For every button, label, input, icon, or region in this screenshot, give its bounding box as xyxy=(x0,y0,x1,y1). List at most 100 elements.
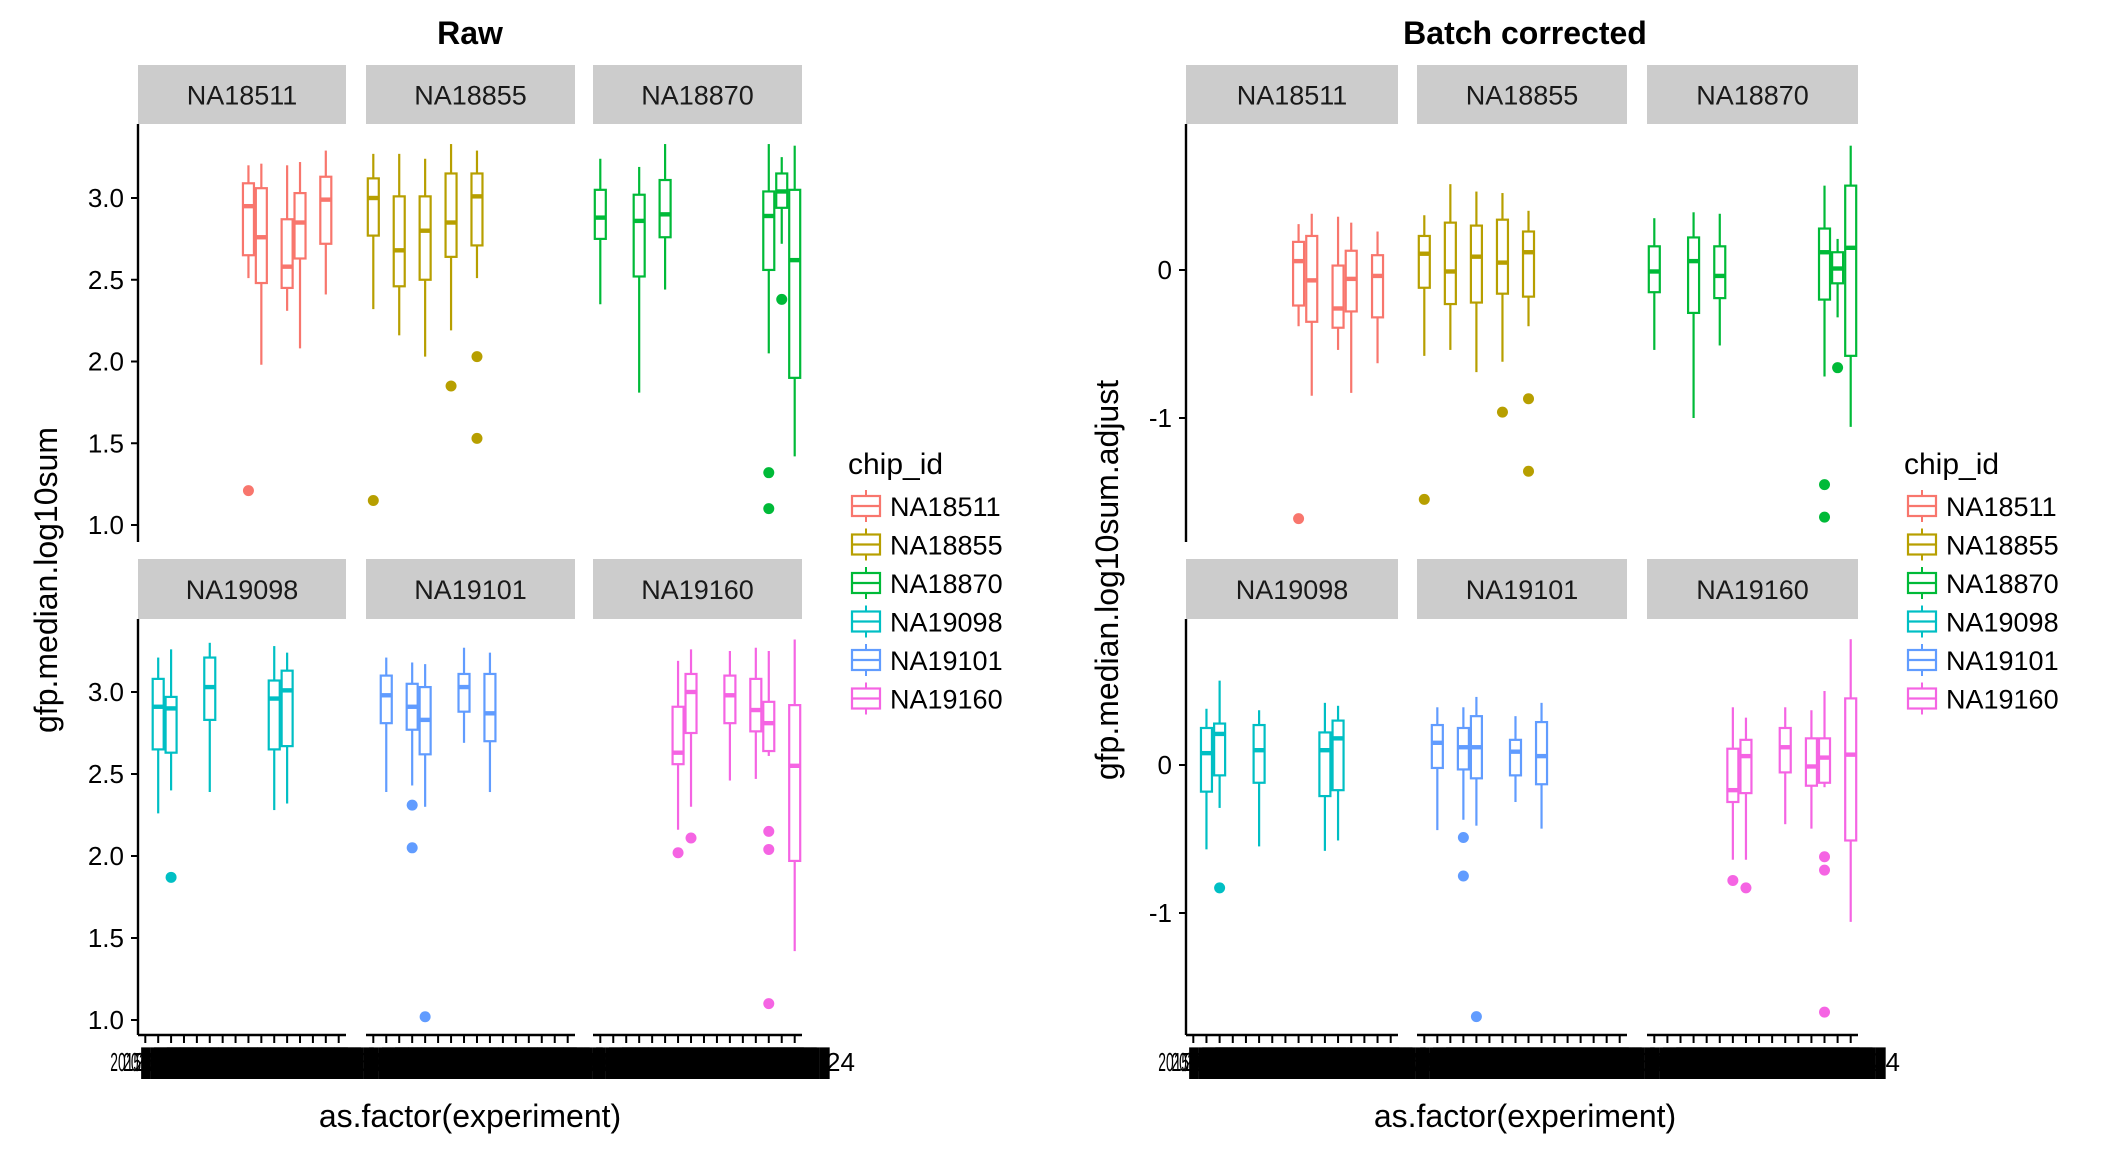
boxplot-NA19101-x7 xyxy=(1508,716,1523,802)
box-iqr xyxy=(164,695,178,754)
y-tick-label: 0 xyxy=(1158,255,1172,285)
y-axis-title-raw: gfp.median.log10sum xyxy=(28,427,64,733)
x-tick-label: 2015████ xyxy=(695,1047,765,1079)
boxplot-NA18870-x13 xyxy=(1817,185,1832,523)
box-iqr xyxy=(151,677,165,751)
x-tick-label: 2015████ xyxy=(708,1047,778,1079)
x-tick-label: 2015████ xyxy=(1619,1047,1689,1079)
facet-NA18855: NA18855 xyxy=(1417,65,1627,505)
x-tick-label: 2015████ xyxy=(239,1047,309,1079)
box-iqr xyxy=(280,218,294,290)
outlier-point xyxy=(763,467,775,479)
x-tick-label: 2015████ xyxy=(721,1047,791,1079)
box-iqr xyxy=(392,195,406,288)
x-tick-label: 2015████ xyxy=(1520,1047,1590,1079)
legend-raw: chip_id NA18511 NA18855 NA18870 NA19098 NA19… xyxy=(848,448,1003,715)
boxplot-NA19098-x1 xyxy=(1199,708,1214,850)
x-tick-label: 2015████ xyxy=(1659,1047,1729,1079)
box-iqr xyxy=(684,672,698,735)
legend-batch-corrected: chip_id NA18511 NA18855 NA18870 NA19098 NA19… xyxy=(1904,448,2059,715)
y-tick-label: 3.0 xyxy=(88,183,124,213)
outlier-point xyxy=(419,1011,431,1023)
x-tick-label: 2015████ xyxy=(669,1047,739,1079)
facet-strip xyxy=(138,65,346,124)
boxplot-NA19160-x10 xyxy=(1778,707,1792,825)
outlier-point xyxy=(1819,511,1831,523)
x-tick-label: 2015████ xyxy=(747,1047,817,1079)
y-tick-label: 2.5 xyxy=(88,265,124,295)
outlier-point xyxy=(763,825,775,837)
x-tick-label: 2015████ xyxy=(1171,1047,1241,1079)
x-tick-label: 2015████ xyxy=(351,1047,421,1079)
box-iqr xyxy=(1252,723,1266,784)
box-iqr xyxy=(418,195,432,281)
plot-title-raw: Raw xyxy=(437,15,503,51)
boxplot-NA18870-x13 xyxy=(762,144,776,515)
chart-0: 1.0 1.5 2.0 2.5 3.0 NA18511 NA18855 NA18870 1.0 1… xyxy=(88,65,830,1079)
x-tick-label: 2015████ xyxy=(1185,1047,1255,1079)
box-iqr xyxy=(788,704,802,863)
boxplot-NA18870-x15 xyxy=(788,145,802,457)
facet-strip-label: NA18870 xyxy=(641,81,754,111)
boxplot-NA19160-x10 xyxy=(723,651,737,781)
x-tick-label: 2015████ xyxy=(213,1047,283,1079)
facet-strip xyxy=(1186,559,1398,619)
boxplot-NA19098-x5 xyxy=(1252,710,1266,847)
x-tick-label: 2015████ xyxy=(1428,1047,1498,1079)
box-iqr xyxy=(319,175,333,245)
outlier-point xyxy=(1293,513,1305,525)
y-tick-label: 2.5 xyxy=(88,759,124,789)
outlier-point xyxy=(763,843,775,855)
legend-label: NA19098 xyxy=(890,608,1003,638)
boxplot-NA19098-x11 xyxy=(280,652,294,804)
x-tick-label: 2015████ xyxy=(278,1047,348,1079)
box-iqr xyxy=(483,672,497,743)
x-tick-label-fragment: 24 xyxy=(1871,1047,1900,1077)
chart-1: -1 0 NA18511 NA18855 NA18870 -1 0 NA19098 2015██… xyxy=(1149,65,1886,1079)
box-iqr xyxy=(632,193,646,278)
box-iqr xyxy=(1521,230,1536,298)
x-tick-label: 2015████ xyxy=(1454,1047,1524,1079)
x-tick-label: 2015████ xyxy=(429,1047,499,1079)
outlier-point xyxy=(763,998,775,1010)
x-tick-label: 2015████ xyxy=(175,1047,245,1079)
box-iqr xyxy=(1817,737,1832,784)
boxplot-NA19098-x2 xyxy=(164,649,178,883)
y-tick-label: 1.0 xyxy=(88,510,124,540)
boxplot-NA19160-x12 xyxy=(749,647,763,779)
x-tick-label: 2015████ xyxy=(1711,1047,1781,1079)
facet-NA18870: NA18870 xyxy=(1647,65,1858,523)
x-tick-label: 2015████ xyxy=(162,1047,232,1079)
facet-strip xyxy=(593,65,802,124)
boxplot-NA19101-x9 xyxy=(1534,702,1549,829)
box-iqr xyxy=(1713,245,1727,300)
legend-item-NA18511: NA18511 xyxy=(1906,490,2057,522)
legend-item-NA18855: NA18855 xyxy=(850,528,1003,561)
y-tick-label: 1.0 xyxy=(88,1005,124,1035)
x-tick-label: 2015████ xyxy=(468,1047,538,1079)
facet-strip xyxy=(1647,559,1858,619)
outlier-point xyxy=(471,351,483,363)
x-tick-label: 2015████ xyxy=(377,1047,447,1079)
y-tick-label: 2.0 xyxy=(88,347,124,377)
facet-strip-label: NA18855 xyxy=(414,81,527,111)
facet-strip-label: NA19101 xyxy=(414,575,527,605)
legend-label: NA19098 xyxy=(1946,608,2059,638)
outlier-point xyxy=(1457,832,1469,844)
outlier-point xyxy=(776,293,788,305)
x-tick-label: 2015████ xyxy=(1724,1047,1794,1079)
x-tick-label: 2015████ xyxy=(1507,1047,1577,1079)
x-tick-label: 2015████ xyxy=(1803,1047,1873,1079)
box-iqr xyxy=(1844,184,1858,357)
x-tick-label: 2015████ xyxy=(1632,1047,1702,1079)
boxplot-NA18870-x14 xyxy=(775,157,789,305)
box-iqr xyxy=(1508,738,1523,777)
x-tick-label: 2015████ xyxy=(226,1047,296,1079)
x-tick-label: 2015████ xyxy=(1402,1047,1472,1079)
boxplot-NA18870-x5 xyxy=(658,144,672,290)
boxplot-NA19098-x1 xyxy=(151,657,165,814)
x-tick-label: 2015████ xyxy=(656,1047,726,1079)
boxplot-NA18870-x3 xyxy=(1686,212,1701,418)
boxplot-NA19101-x4 xyxy=(1469,696,1484,1023)
outlier-point xyxy=(1740,882,1752,894)
